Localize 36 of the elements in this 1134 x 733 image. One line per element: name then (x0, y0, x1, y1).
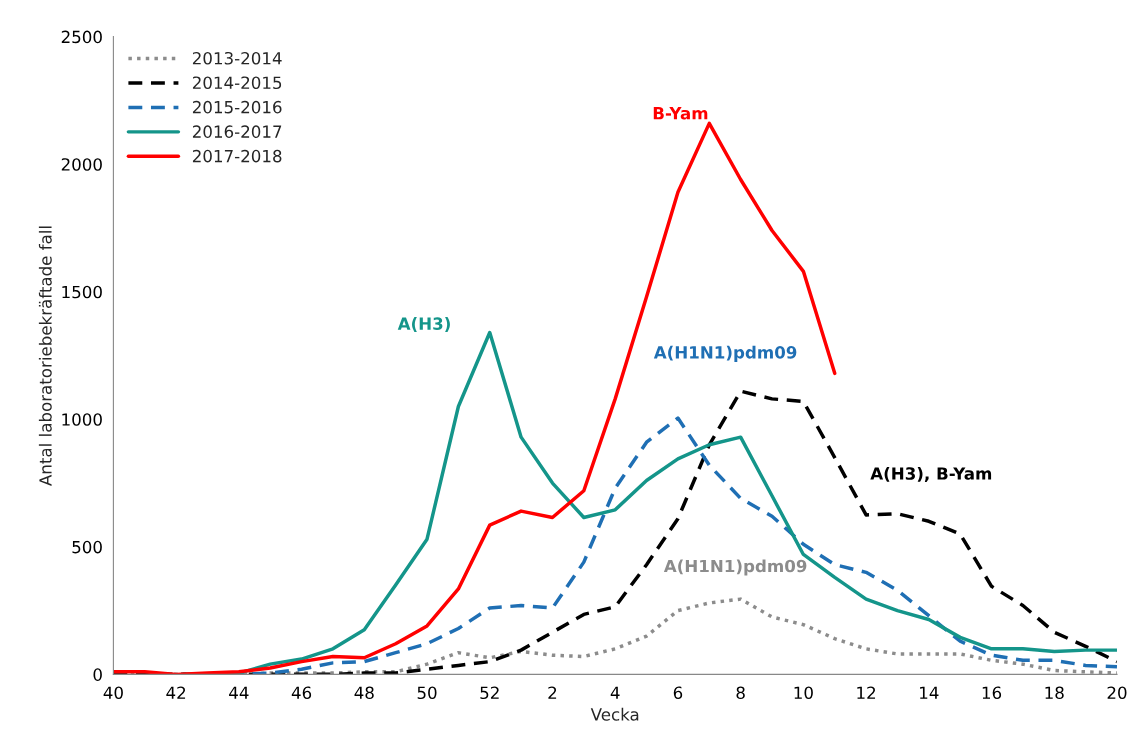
x-tick-label: 52 (480, 686, 499, 700)
x-tick-label: 16 (982, 686, 1002, 700)
x-tick-label: 8 (736, 686, 745, 700)
y-tick-label: 1000 (62, 413, 102, 426)
annotation: A(H3) (397, 317, 450, 332)
x-tick-label: 46 (291, 686, 312, 700)
x-tick-label: 4 (610, 686, 620, 699)
line-series (113, 121, 837, 675)
y-tick-label: 500 (72, 540, 102, 554)
x-tick-label: 48 (354, 686, 374, 700)
legend-label: 2015-2016 (192, 100, 282, 114)
x-tick-label: 44 (229, 686, 249, 699)
y-axis-title: Antal laboratoriebekräftade fall (38, 226, 52, 486)
x-axis-title: Vecka (590, 707, 639, 721)
y-tick-label: 1500 (62, 285, 102, 299)
legend-label: 2017-2018 (192, 149, 282, 163)
x-tick-label: 2 (548, 686, 557, 699)
x-tick-label: 50 (417, 686, 437, 700)
x-tick-label: 6 (673, 686, 683, 700)
legend-label: 2014-2015 (192, 76, 282, 90)
x-tick-label: 14 (920, 686, 939, 699)
annotation: A(H1N1)pdm09 (663, 559, 807, 576)
x-tick-label: 20 (1107, 686, 1127, 700)
annotation: B-Yam (653, 107, 708, 120)
annotation: A(H1N1)pdm09 (653, 345, 797, 362)
x-tick-label: 18 (1045, 686, 1064, 700)
x-tick-label: 12 (857, 686, 876, 699)
y-tick-label: 2500 (61, 30, 102, 44)
x-tick-label: 10 (794, 686, 813, 700)
legend-label: 2013-2014 (192, 51, 282, 65)
x-tick-label: 42 (166, 686, 186, 699)
y-tick-label: 0 (93, 668, 102, 681)
legend-label: 2016-2017 (192, 125, 282, 138)
y-tick-label: 2000 (61, 158, 102, 171)
x-tick-label: 40 (103, 686, 123, 700)
annotation: A(H3), B-Yam (870, 466, 992, 482)
